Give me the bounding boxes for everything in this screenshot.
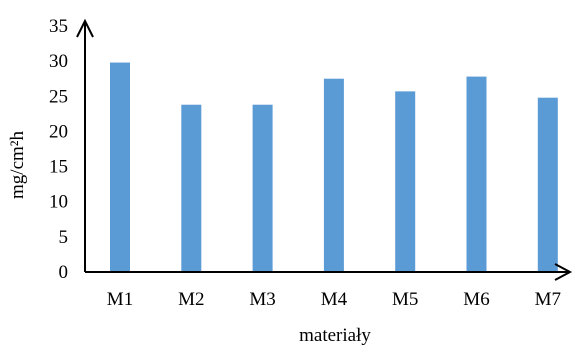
x-tick-label-M7: M7 bbox=[535, 289, 561, 310]
y-tick-label-15: 15 bbox=[49, 157, 68, 178]
bar-M7 bbox=[537, 97, 558, 272]
y-tick-labels: 0 5 10 15 20 25 30 35 bbox=[49, 16, 68, 283]
bar-M3 bbox=[252, 104, 273, 272]
bar-M5 bbox=[395, 91, 416, 272]
x-axis-arrow-icon bbox=[554, 263, 573, 281]
y-tick-label-35: 35 bbox=[49, 16, 68, 37]
bar-M6 bbox=[466, 76, 487, 272]
y-tick-label-5: 5 bbox=[59, 227, 69, 248]
y-tick-label-0: 0 bbox=[59, 262, 69, 283]
bar-M4 bbox=[323, 78, 344, 272]
x-tick-label-M5: M5 bbox=[392, 289, 418, 310]
y-axis-arrow-icon bbox=[76, 18, 94, 38]
x-tick-label-M6: M6 bbox=[463, 289, 489, 310]
bar-M1 bbox=[110, 62, 130, 273]
y-tick-label-25: 25 bbox=[49, 86, 68, 107]
bars-group bbox=[110, 62, 558, 273]
x-axis-title: materiały bbox=[299, 325, 371, 346]
x-tick-label-M3: M3 bbox=[249, 289, 275, 310]
y-axis-title: mg/cm²h bbox=[7, 131, 28, 199]
bar-M2 bbox=[181, 104, 202, 272]
x-tick-label-M1: M1 bbox=[107, 289, 133, 310]
y-tick-label-20: 20 bbox=[49, 121, 68, 142]
x-tick-labels: M1 M2 M3 M4 M5 M6 M7 bbox=[107, 289, 561, 310]
y-tick-label-30: 30 bbox=[49, 51, 68, 72]
y-tick-label-10: 10 bbox=[49, 192, 68, 213]
x-tick-label-M2: M2 bbox=[178, 289, 204, 310]
x-tick-label-M4: M4 bbox=[321, 289, 348, 310]
